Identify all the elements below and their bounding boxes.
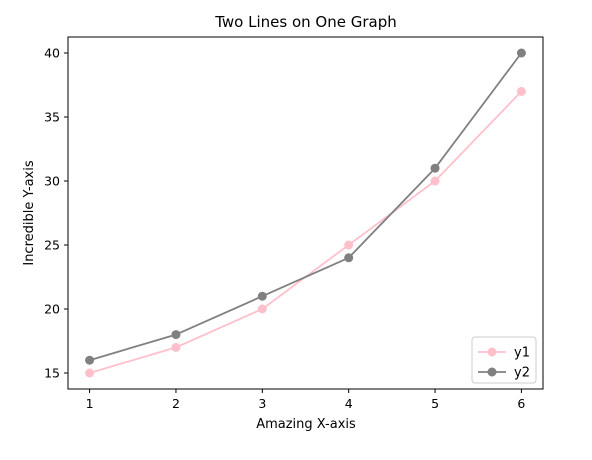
data-point-y1 — [430, 176, 440, 186]
data-point-y1 — [257, 304, 267, 314]
y-tick-label: 20 — [44, 302, 60, 317]
series-line-y2 — [89, 52, 523, 362]
data-point-y2 — [430, 163, 440, 173]
plot-area-frame — [67, 36, 544, 390]
x-tick-label: 4 — [345, 396, 353, 411]
data-point-y1 — [85, 368, 95, 378]
data-point-y1 — [171, 342, 181, 352]
legend-marker-y1 — [487, 347, 497, 357]
data-point-y2 — [85, 355, 95, 365]
data-point-y1 — [344, 240, 354, 250]
y-tick-label: 40 — [44, 46, 60, 61]
y-axis: 15 20 25 30 35 40 — [44, 46, 68, 381]
x-tick-label: 6 — [517, 396, 525, 411]
data-point-y2 — [171, 330, 181, 340]
x-axis: 1 2 3 4 5 6 — [86, 389, 525, 411]
data-point-y2 — [344, 253, 354, 263]
y-tick-label: 35 — [44, 110, 60, 125]
chart-title: Two Lines on One Graph — [214, 13, 397, 31]
x-axis-label: Amazing X-axis — [256, 417, 356, 432]
y-axis-label: Incredible Y-axis — [22, 160, 37, 265]
x-tick-label: 1 — [86, 396, 94, 411]
data-point-y2 — [516, 48, 526, 58]
series-layer — [85, 48, 526, 378]
x-tick-label: 3 — [258, 396, 266, 411]
legend-marker-y2 — [487, 367, 497, 377]
legend-label-y2: y2 — [514, 366, 530, 381]
y-tick-label: 15 — [44, 366, 60, 381]
y-tick-label: 30 — [44, 174, 60, 189]
data-point-y2 — [257, 291, 267, 301]
data-point-y1 — [516, 86, 526, 96]
series-y2 — [85, 48, 526, 365]
y-tick-label: 25 — [44, 238, 60, 253]
legend-label-y1: y1 — [514, 346, 530, 361]
x-tick-label: 2 — [172, 396, 180, 411]
x-tick-label: 5 — [431, 396, 439, 411]
